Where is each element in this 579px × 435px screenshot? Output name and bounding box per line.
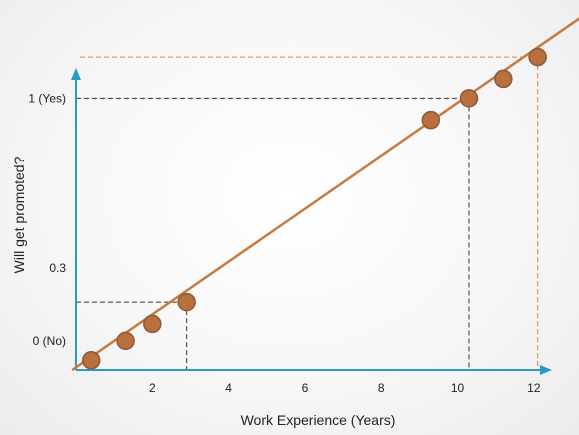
data-point [82,351,101,370]
x-tick-label: 8 [378,381,385,395]
data-points [82,47,547,370]
data-point [143,314,162,334]
y-axis-arrow [71,68,81,80]
x-tick-label: 4 [225,381,232,395]
y-tick-labels: 0 (No) 0.3 1 (Yes) [28,91,66,348]
y-tick-label: 0.3 [49,261,66,275]
x-tick-label: 12 [527,381,541,395]
y-tick-label: 0 (No) [33,334,66,348]
data-point [494,69,513,89]
x-tick-label: 2 [149,381,156,395]
data-point [528,47,547,67]
x-axis-arrow [540,365,552,375]
x-tick-labels: 2 4 6 8 10 12 [149,381,541,395]
x-tick-label: 6 [302,381,309,395]
y-tick-label: 1 (Yes) [28,91,66,105]
data-point [459,89,479,108]
data-point [421,110,441,130]
data-point [116,331,135,351]
y-axis-title: Will get promoted? [11,156,27,273]
data-point [177,292,196,312]
x-tick-label: 10 [451,381,465,395]
x-axis-title: Work Experience (Years) [241,412,396,428]
